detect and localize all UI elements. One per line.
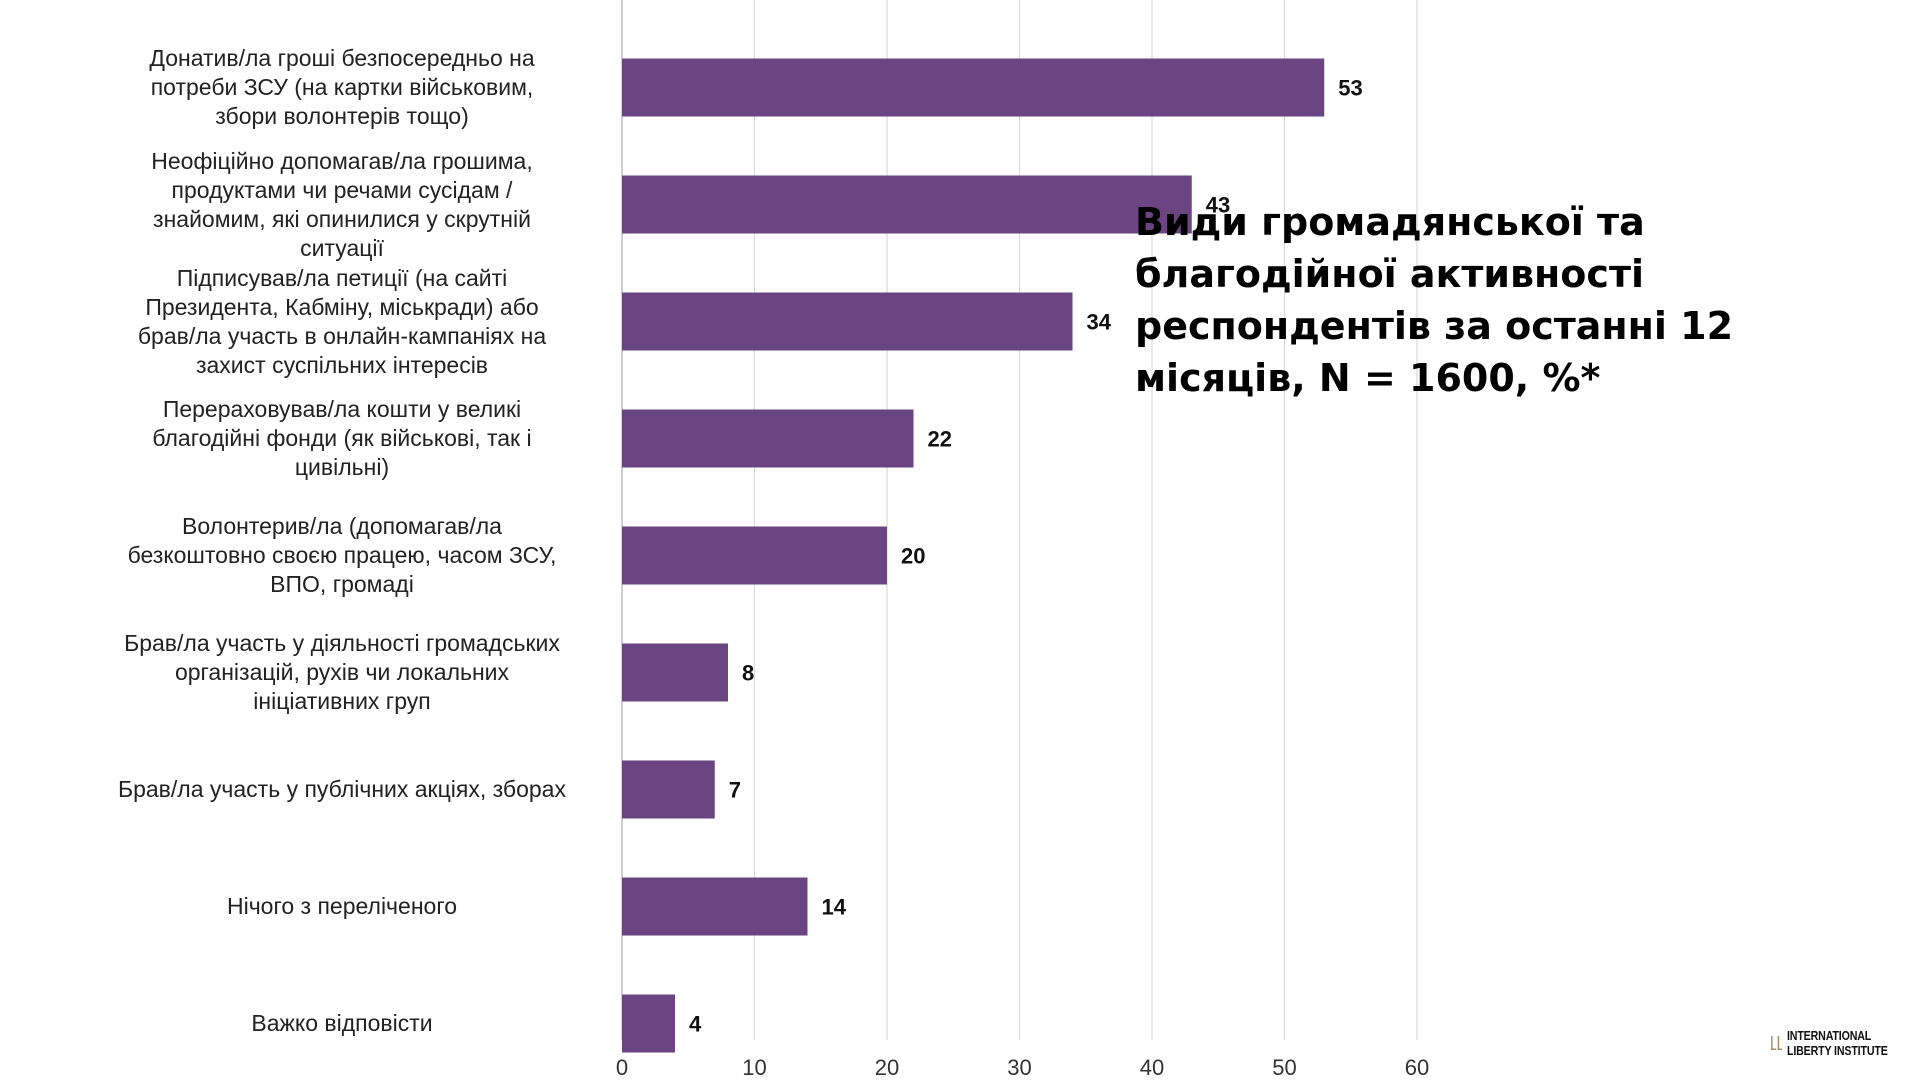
logo-mark-icon <box>1771 1036 1783 1050</box>
bars <box>622 58 1325 1053</box>
bar-value-label: 8 <box>742 661 754 686</box>
category-label: Важко відповісти <box>251 1010 433 1036</box>
bar <box>622 877 808 936</box>
bar-value-label: 7 <box>729 778 741 803</box>
bar-value-label: 22 <box>928 427 952 452</box>
bar <box>622 292 1073 351</box>
bar <box>622 58 1325 117</box>
category-label: Волонтерив/ла (допомагав/ла безкоштовно … <box>127 513 557 597</box>
bar <box>622 175 1192 234</box>
x-tick-label: 10 <box>742 1055 766 1080</box>
category-label: Донатив/ла гроші безпосередньо на потреб… <box>149 45 535 129</box>
category-label: Нічого з переліченого <box>226 893 458 919</box>
bar <box>622 760 715 819</box>
x-tick-label: 30 <box>1007 1055 1031 1080</box>
x-tick-label: 50 <box>1272 1055 1296 1080</box>
x-axis-ticks: 0 10 20 30 40 50 60 <box>616 1055 1429 1080</box>
bar-value-label: 20 <box>901 544 925 569</box>
bar-value-label: 4 <box>689 1012 702 1037</box>
institute-logo: INTERNATIONAL LIBERTY INSTITUTE <box>1770 1022 1910 1064</box>
category-label: Неофіційно допомагав/ла грошима, продукт… <box>151 147 533 261</box>
logo-text: INTERNATIONAL LIBERTY INSTITUTE <box>1787 1028 1888 1058</box>
bar-value-label: 43 <box>1206 193 1230 218</box>
bar-value-label: 14 <box>822 895 847 920</box>
category-label: Перераховував/ла кошти у великі благодій… <box>152 396 532 480</box>
chart-title: Види громадянської та благодійної активн… <box>1135 200 1734 400</box>
bar <box>622 526 887 585</box>
category-label: Брав/ла участь у публічних акціях, збора… <box>118 776 566 802</box>
x-tick-label: 60 <box>1405 1055 1429 1080</box>
bar <box>622 643 728 702</box>
category-label: Підписував/ла петиції (на сайті Президен… <box>137 264 547 378</box>
bar <box>622 409 914 468</box>
bar-value-label: 34 <box>1087 310 1112 335</box>
x-tick-label: 40 <box>1140 1055 1164 1080</box>
gridlines <box>621 0 1418 1040</box>
logo-line-1: INTERNATIONAL <box>1787 1028 1872 1043</box>
bar <box>622 994 675 1053</box>
x-tick-label: 20 <box>875 1055 899 1080</box>
value-labels: 53 43 34 22 20 8 7 14 4 <box>689 76 1363 1037</box>
category-label: Брав/ла участь у діяльності громадських … <box>124 630 560 714</box>
bar-value-label: 53 <box>1338 76 1362 101</box>
logo-line-2: LIBERTY INSTITUTE <box>1787 1043 1888 1058</box>
x-tick-label: 0 <box>616 1055 628 1080</box>
